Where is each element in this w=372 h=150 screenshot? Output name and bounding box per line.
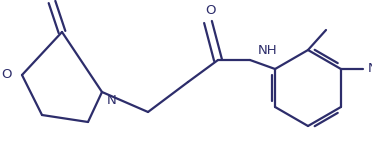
Text: NH: NH (258, 44, 278, 57)
Text: O: O (205, 3, 215, 16)
Text: N: N (107, 93, 117, 106)
Text: NH$_2$: NH$_2$ (367, 61, 372, 76)
Text: O: O (1, 69, 12, 81)
